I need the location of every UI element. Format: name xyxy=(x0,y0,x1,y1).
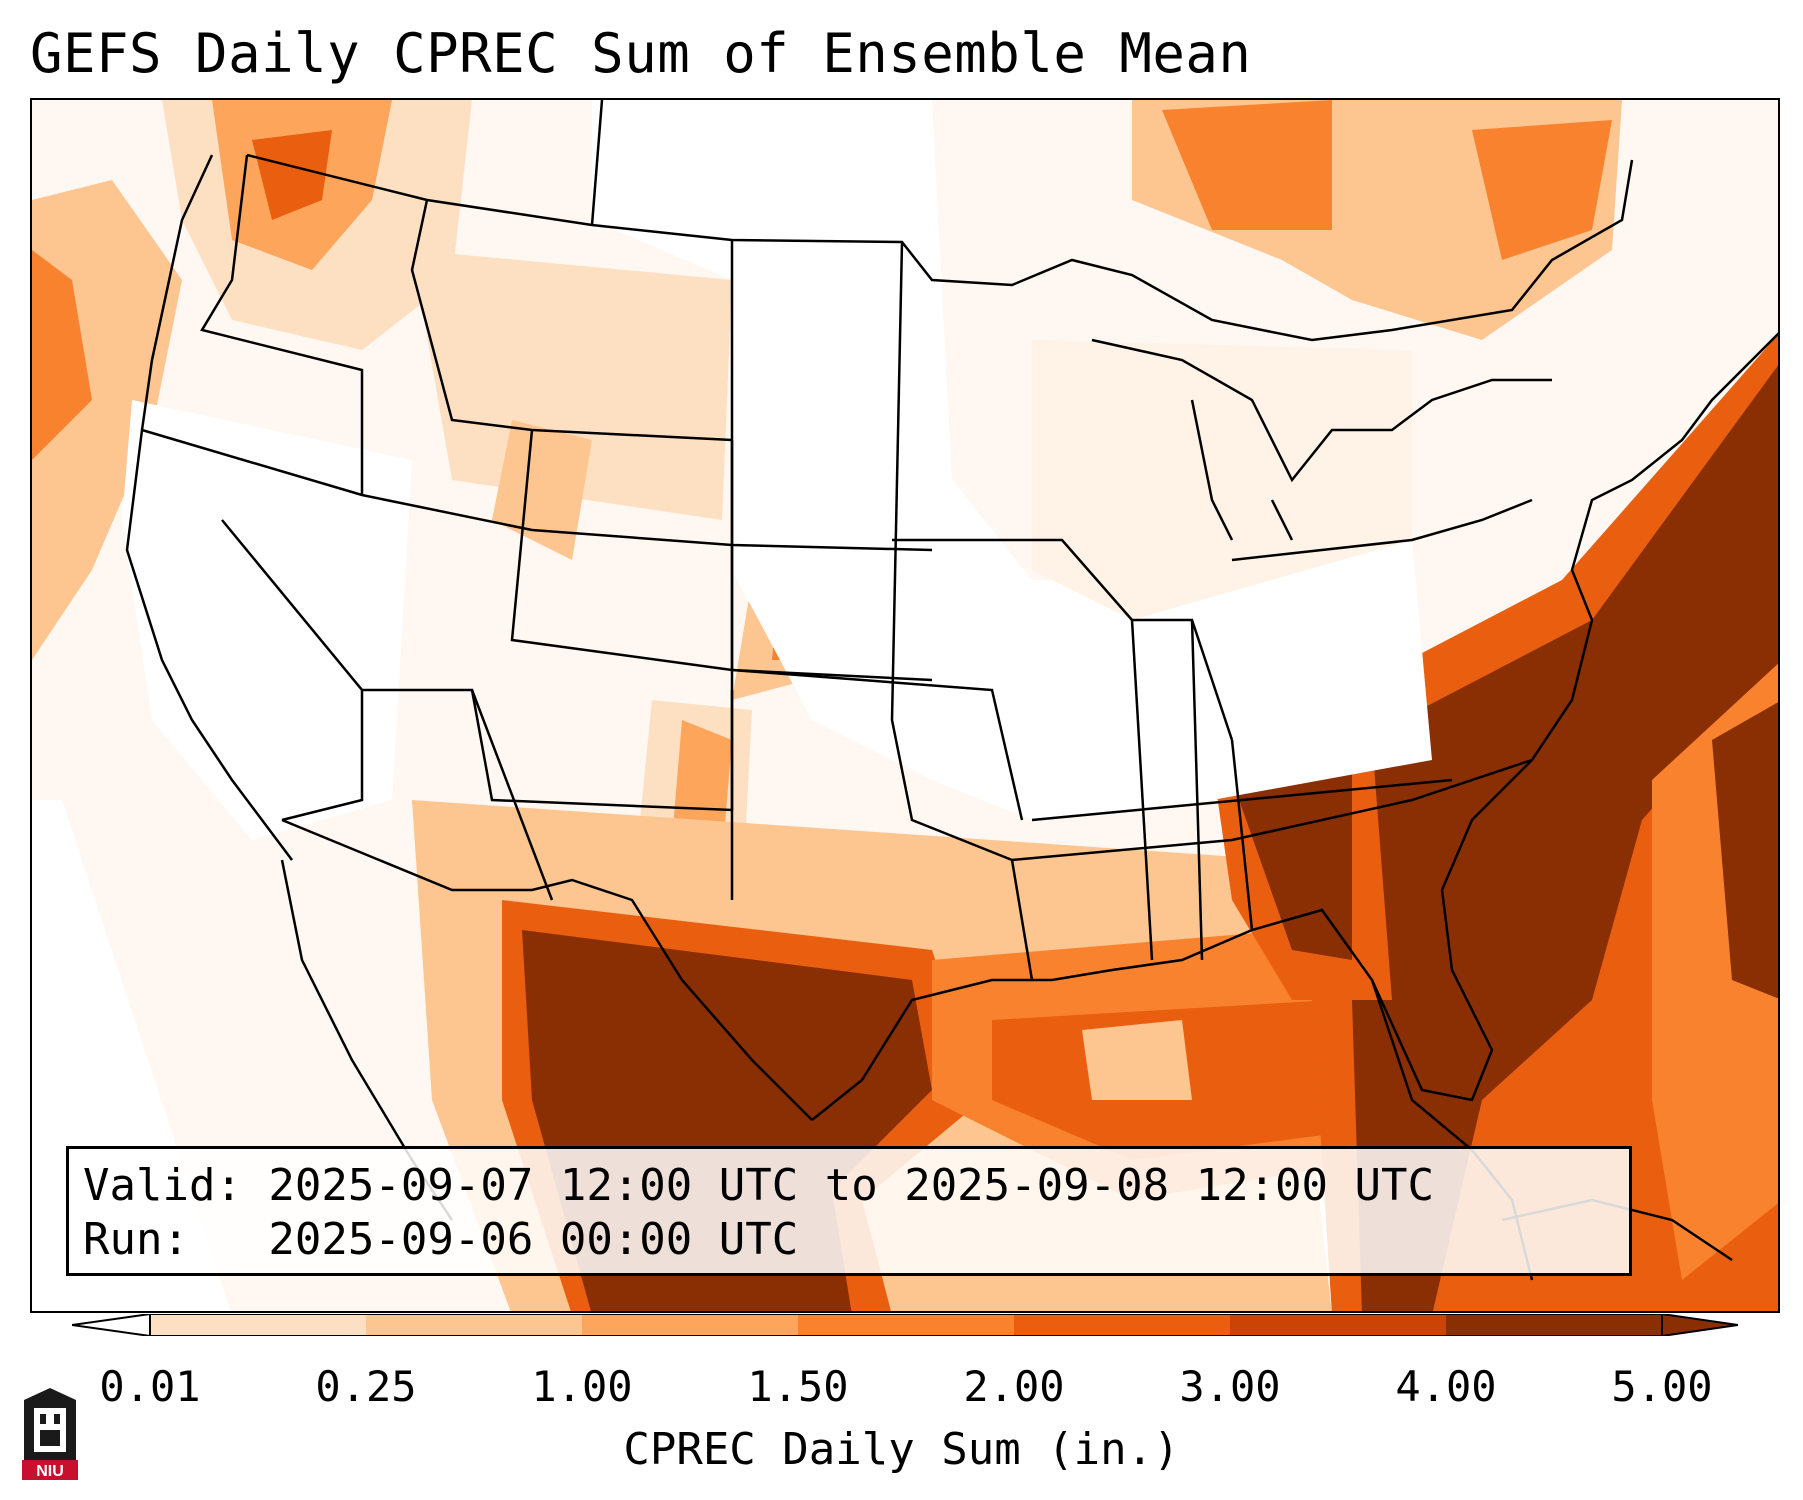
colorbar-segment-6 xyxy=(1446,1314,1663,1336)
valid-run-info-box: Valid: 2025-09-07 12:00 UTC to 2025-09-0… xyxy=(66,1146,1632,1276)
mexico-border xyxy=(281,818,813,1121)
colorbar-segment-1 xyxy=(366,1314,583,1336)
tick-label-0: 0.01 xyxy=(99,1362,201,1411)
canada-border xyxy=(246,153,1634,342)
colorbar-extend-left xyxy=(72,1314,151,1336)
tick-label-6: 4.00 xyxy=(1395,1362,1497,1411)
pacific-coast xyxy=(125,154,293,861)
colorbar-segment-4 xyxy=(1014,1314,1231,1336)
tick-label-7: 5.00 xyxy=(1611,1362,1713,1411)
boundaries xyxy=(125,100,1778,1281)
tick-label-2: 1.00 xyxy=(531,1362,633,1411)
atlantic-coast xyxy=(1440,332,1778,891)
tick-label-3: 1.50 xyxy=(747,1362,849,1411)
colorbar-segment-3 xyxy=(798,1314,1015,1336)
colorbar-extend-right xyxy=(1661,1314,1738,1336)
great-lakes xyxy=(1091,338,1552,541)
colorbar-segment-5 xyxy=(1230,1314,1447,1336)
colorbar-segments xyxy=(150,1314,1663,1336)
niu-logo-icon: NIU xyxy=(22,1388,78,1480)
tick-label-4: 2.00 xyxy=(963,1362,1065,1411)
precip-map xyxy=(30,98,1780,1313)
colorbar-segment-0 xyxy=(150,1314,367,1336)
run-time-text: Run: 2025-09-06 00:00 UTC xyxy=(83,1214,799,1265)
colorbar-axis-label: CPREC Daily Sum (in.) xyxy=(623,1424,1180,1475)
precip-shading xyxy=(32,100,1778,1311)
map-canvas xyxy=(32,100,1778,1311)
tick-label-5: 3.00 xyxy=(1179,1362,1281,1411)
colorbar xyxy=(72,1314,1738,1336)
tick-label-1: 0.25 xyxy=(315,1362,417,1411)
valid-time-text: Valid: 2025-09-07 12:00 UTC to 2025-09-0… xyxy=(83,1160,1435,1211)
colorbar-outline xyxy=(149,1314,1663,1336)
colorbar-segment-2 xyxy=(582,1314,799,1336)
map-title: GEFS Daily CPREC Sum of Ensemble Mean xyxy=(30,22,1252,85)
svg-text:NIU: NIU xyxy=(36,1463,64,1480)
